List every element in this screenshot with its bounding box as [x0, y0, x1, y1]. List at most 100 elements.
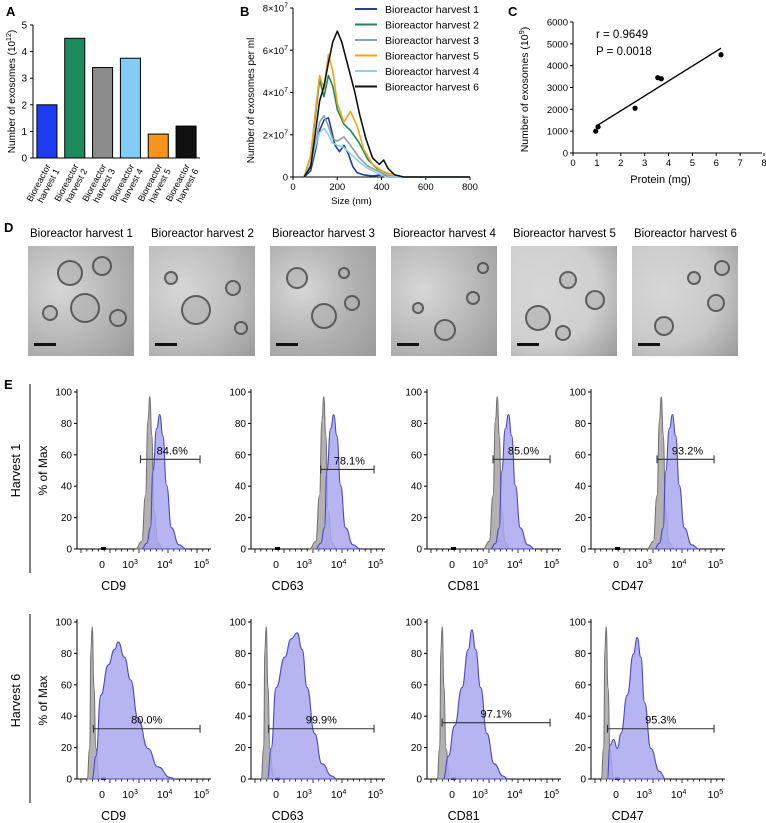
y-tick-label: 60 [61, 450, 73, 461]
y-tick-label: 3000 [547, 83, 568, 94]
x-tick-label: 5 [690, 158, 695, 169]
legend-label: Bioreactor harvest 4 [385, 66, 479, 78]
y-tick-label: 0 [283, 173, 288, 184]
y-tick-label: 6×107 [263, 45, 288, 57]
y-tick-label: 20 [235, 513, 247, 524]
legend-label: Bioreactor harvest 3 [385, 35, 479, 47]
stained-histogram [315, 413, 361, 550]
vesicle [234, 321, 248, 335]
y-tick-label: 100 [405, 388, 422, 399]
y-tick-label: 40 [235, 712, 247, 723]
gate-percent-label: 85.0% [508, 445, 539, 457]
stained-histogram [91, 641, 176, 780]
y-tick-label: 80 [575, 649, 587, 660]
vesicle [525, 305, 551, 331]
y-tick-label: 20 [411, 513, 423, 524]
vesicle [181, 295, 211, 325]
y-tick-label: 40 [411, 712, 423, 723]
x-tick-label: 0 [570, 158, 575, 169]
em-title-harvest-6: Bioreactor harvest 6 [634, 228, 737, 240]
em-title-harvest-3: Bioreactor harvest 3 [272, 228, 375, 240]
x-tick-label: 103 [122, 559, 138, 571]
y-tick-label: 100 [229, 618, 246, 629]
gate-percent-label: 99.9% [306, 715, 337, 727]
scale-bar [638, 343, 660, 346]
histogram-cd63: 0 20 40 60 80 100 0 103 104 105 CD63 78.1% [229, 388, 385, 593]
marker-label: CD81 [448, 809, 480, 823]
bar-harvest-4 [119, 57, 141, 159]
em-title-harvest-1: Bioreactor harvest 1 [30, 228, 133, 240]
gate-percent-label: 84.6% [157, 445, 188, 457]
x-tick-label: 3 [642, 158, 647, 169]
y-tick-label: 0 [21, 154, 27, 165]
x-tick-label: 104 [507, 559, 523, 571]
em-micrograph-harvest-1 [28, 246, 134, 356]
y-axis-title: % of Max [36, 445, 50, 495]
panel-letter-c: C [508, 4, 518, 19]
vesicle [286, 267, 308, 289]
y-tick-label: 0 [416, 545, 422, 556]
em-title-harvest-4: Bioreactor harvest 4 [393, 228, 496, 240]
series-line-4 [303, 53, 470, 178]
legend-label: Bioreactor harvest 6 [385, 82, 479, 94]
x-tick-label: 105 [368, 789, 384, 801]
panel-e-row-2: Harvest 6 0 20 40 60 80 100 % of Max 0 103 104 105 C… [9, 614, 725, 823]
panel-letter-b: B [240, 4, 249, 19]
stained-histogram [266, 632, 337, 780]
y-tick-label: 5 [21, 21, 27, 32]
stained-histogram [606, 636, 666, 780]
y-tick-label: 20 [61, 513, 73, 524]
marker-label: CD9 [101, 579, 126, 593]
y-axis-title: Number of exosomes (1012) [6, 30, 18, 153]
vesicle [109, 309, 127, 327]
stained-histogram [490, 413, 536, 550]
x-tick-label: 2 [618, 158, 623, 169]
gate-percent-label: 95.3% [645, 715, 676, 727]
series-line-3 [303, 114, 470, 178]
y-axis-title: Number of exosomes (109) [517, 27, 531, 153]
x-tick-label: 8 [761, 158, 766, 169]
y-tick-label: 3 [21, 74, 27, 85]
y-tick-label: 8×107 [263, 3, 288, 15]
scale-bar [276, 343, 298, 346]
y-tick-label: 40 [411, 482, 423, 493]
legend-label: Bioreactor harvest 2 [385, 20, 479, 32]
marker-label: CD47 [612, 809, 644, 823]
y-tick-label: 0 [580, 545, 586, 556]
axis-marker [101, 547, 106, 550]
x-tick-label: 0 [613, 789, 619, 801]
y-tick-label: 6000 [547, 18, 568, 29]
gate-percent-label: 80.0% [131, 715, 162, 727]
axis-marker [275, 547, 280, 550]
x-tick-label: 103 [296, 789, 312, 801]
x-axis-title: Size (nm) [331, 196, 372, 207]
vesicle [92, 256, 112, 276]
y-tick-label: 1 [21, 127, 27, 138]
x-tick-label: 104 [671, 559, 687, 571]
x-tick-label: 0 [290, 182, 295, 193]
y-tick-label: 100 [229, 388, 246, 399]
series-line-5 [303, 127, 470, 178]
regression-line [596, 47, 722, 127]
y-tick-label: 60 [575, 450, 587, 461]
vesicle [311, 303, 337, 329]
y-tick-label: 100 [55, 388, 72, 399]
row-label: Harvest 6 [9, 674, 23, 728]
em-title-harvest-5: Bioreactor harvest 5 [513, 228, 616, 240]
vesicle [70, 293, 100, 323]
legend-label: Bioreactor harvest 5 [385, 51, 479, 63]
y-tick-label: 80 [235, 649, 247, 660]
panel-b-line-chart: 0 2×107 4×107 6×107 8×107 0 200 400 600 800 Size (… [246, 3, 479, 208]
vesicle [555, 325, 571, 341]
y-tick-label: 20 [61, 743, 73, 754]
em-micrograph-harvest-5 [511, 246, 617, 356]
x-tick-label: 105 [708, 559, 724, 571]
series-line-6 [303, 30, 470, 178]
x-tick-label: 104 [671, 789, 687, 801]
x-tick-label: 400 [374, 182, 390, 193]
histogram-cd63: 0 20 40 60 80 100 0 103 104 105 CD63 99.9% [229, 618, 385, 823]
histogram-cd47: 0 20 40 60 80 100 0 103 104 105 CD47 95.3% [569, 618, 725, 823]
axis-marker [615, 547, 620, 550]
